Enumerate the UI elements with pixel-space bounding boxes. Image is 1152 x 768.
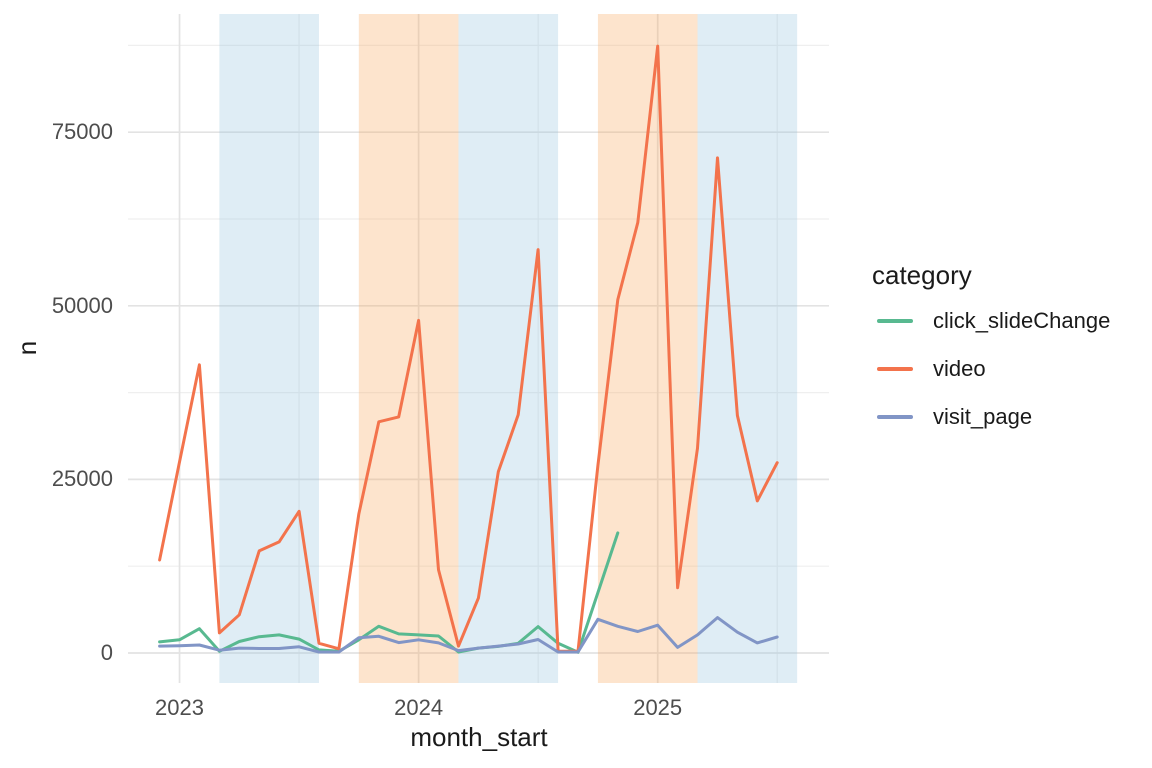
legend-title: category <box>872 260 972 290</box>
y-tick-label: 0 <box>100 640 113 665</box>
legend-item-visit_page: visit_page <box>872 393 1142 441</box>
y-tick-label: 50000 <box>51 292 113 318</box>
semester-band-blue <box>458 14 559 683</box>
legend-label: video <box>933 356 986 381</box>
semester-band-orange <box>358 14 459 683</box>
y-axis-title: n <box>12 340 42 356</box>
legend-item-click_slideChange: click_slideChange <box>872 297 1142 345</box>
legend-key-line <box>877 319 913 323</box>
y-tick-label: 75000 <box>51 119 113 145</box>
semester-band-blue <box>697 14 798 683</box>
x-tick-label: 2025 <box>633 695 683 720</box>
line-click_slideChange <box>158 531 620 654</box>
legend-item-video: video <box>872 345 1142 393</box>
line-video <box>158 44 779 653</box>
legend-key-line <box>877 415 913 419</box>
legend-label: visit_page <box>933 404 1033 429</box>
x-axis-title: month_start <box>410 722 548 752</box>
x-tick-label: 2023 <box>155 695 204 720</box>
semester-band-blue <box>219 14 319 683</box>
legend-key-line <box>877 367 913 371</box>
line-visit_page <box>158 616 779 654</box>
x-tick-label: 2024 <box>394 695 444 720</box>
y-tick-label: 25000 <box>51 466 113 492</box>
legend-label: click_slideChange <box>933 308 1111 333</box>
